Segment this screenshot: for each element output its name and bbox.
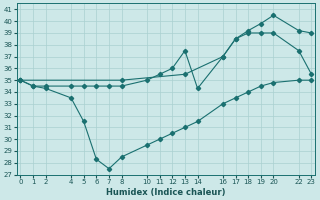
X-axis label: Humidex (Indice chaleur): Humidex (Indice chaleur) xyxy=(106,188,226,197)
